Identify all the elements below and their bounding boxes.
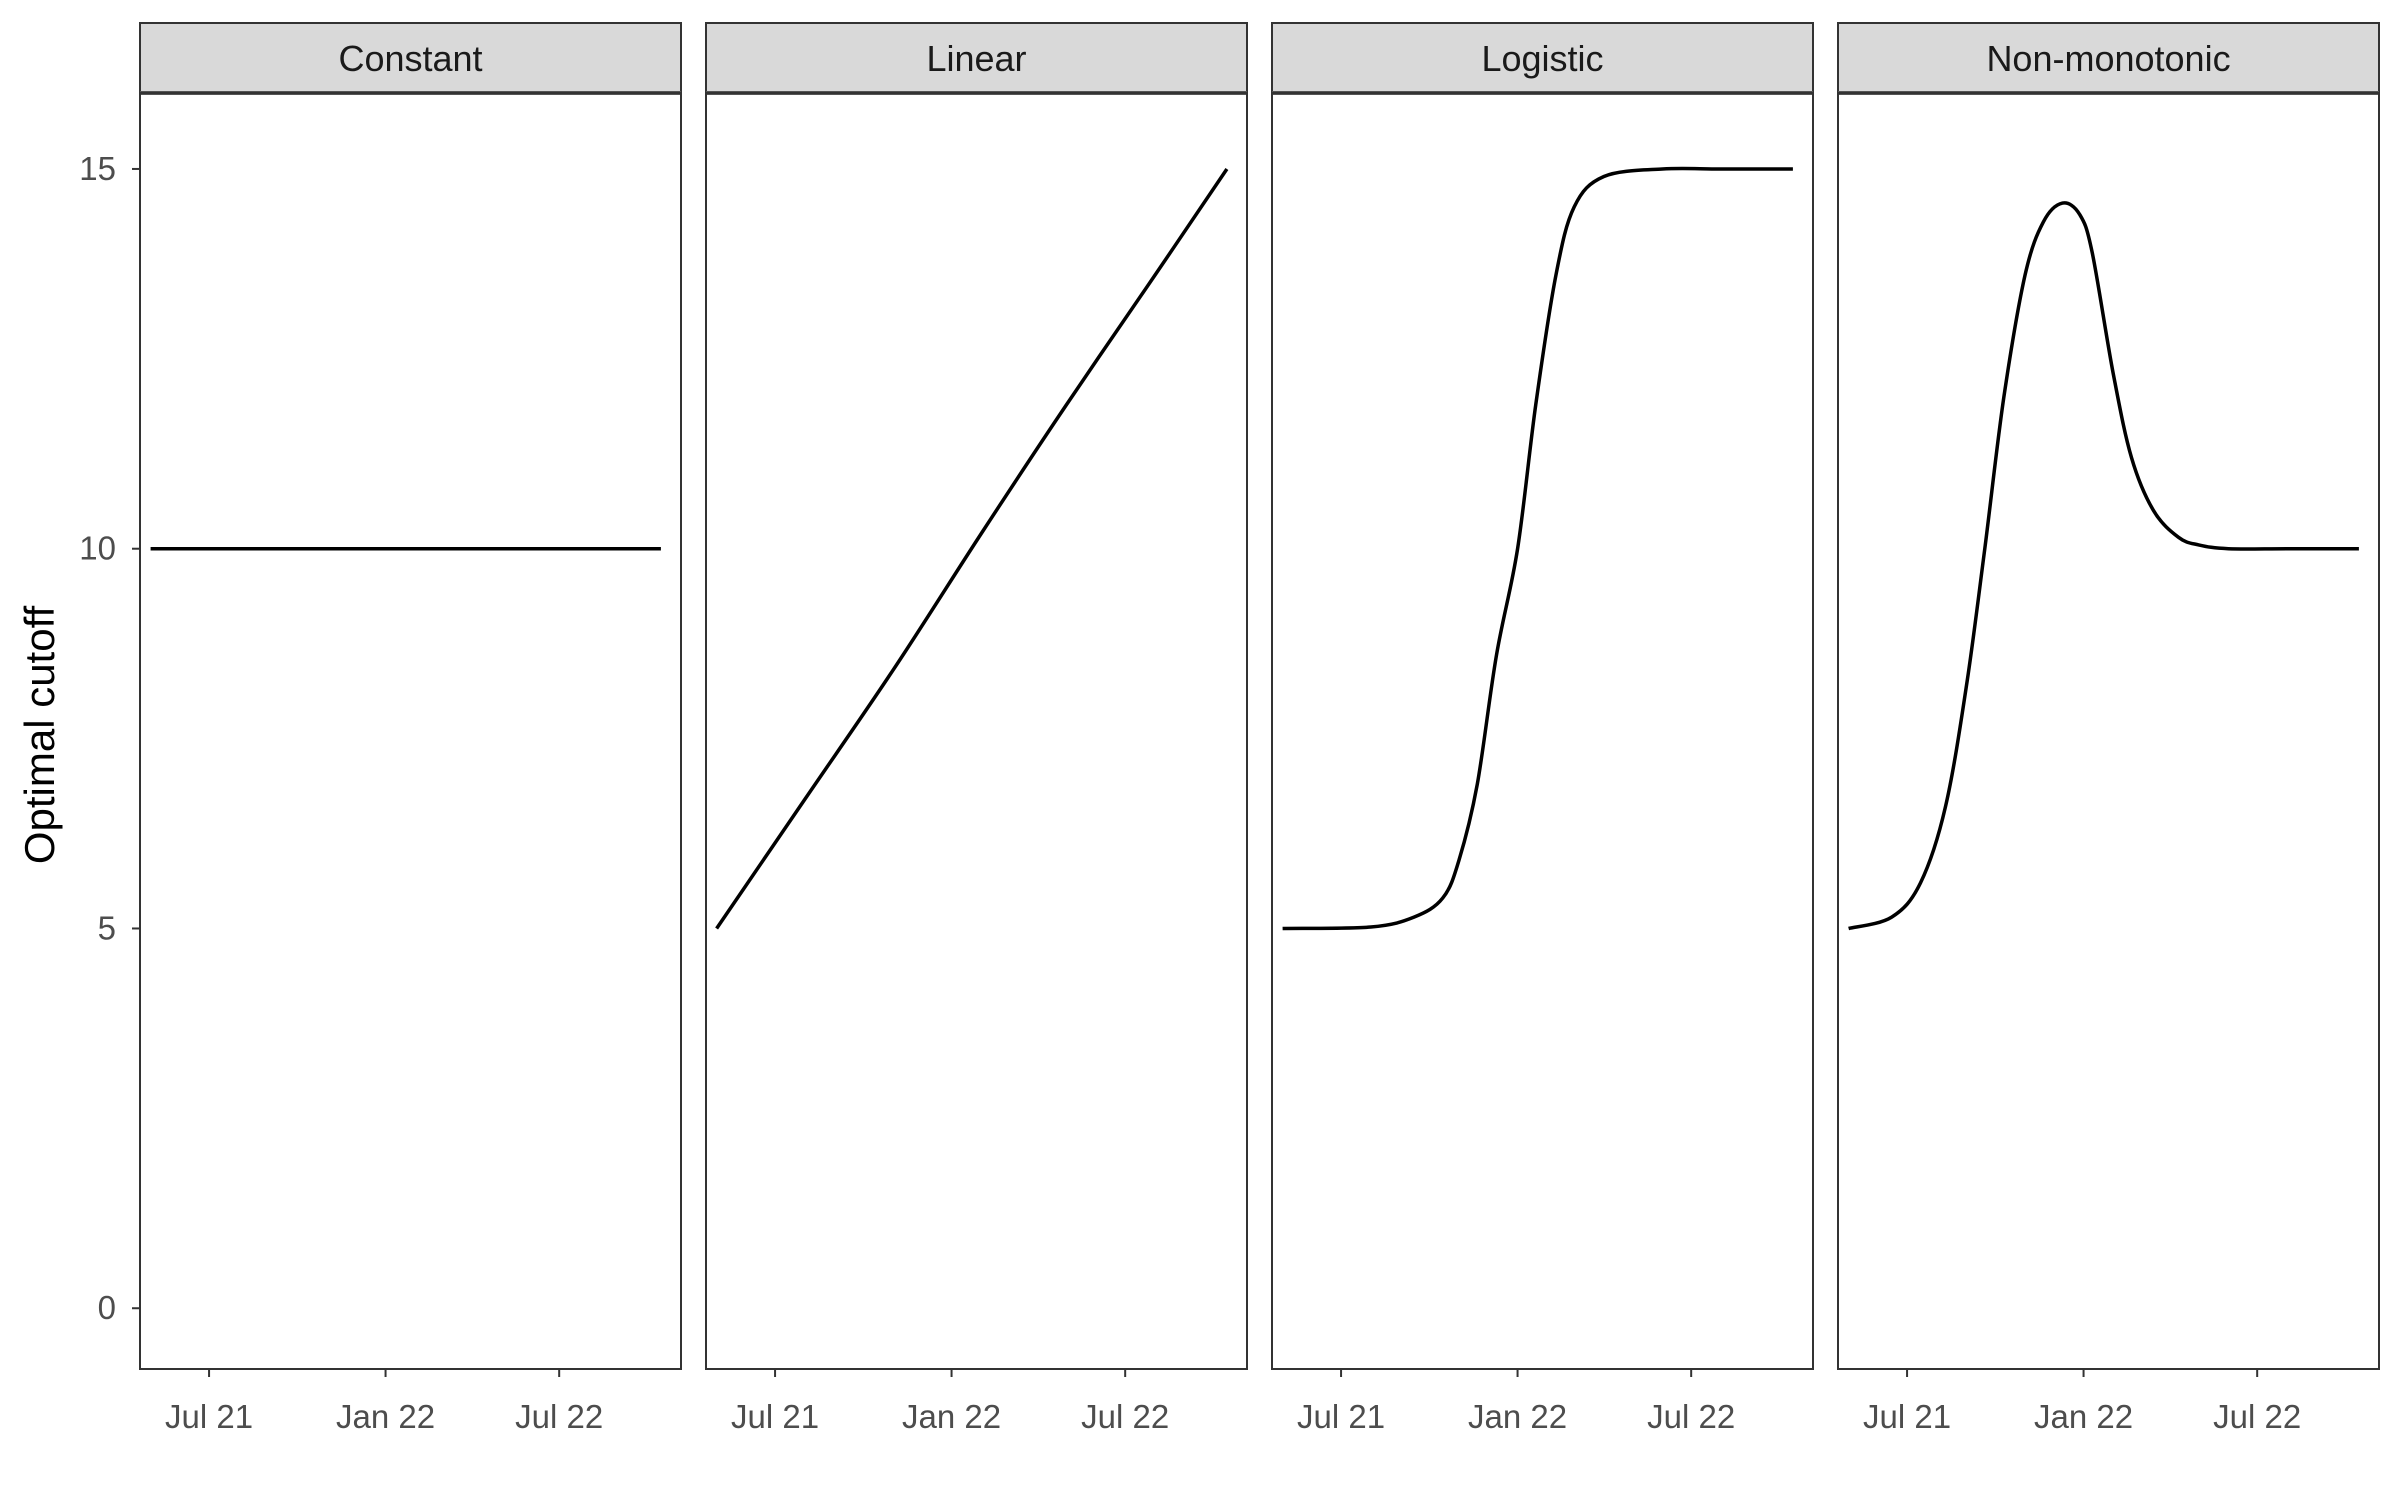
y-tick-label: 5	[98, 909, 116, 946]
facet-strip-label: Constant	[338, 38, 482, 79]
series-line	[715, 168, 1229, 930]
y-axis: 0 5 10 15	[79, 150, 140, 1326]
y-tick-label: 15	[79, 150, 116, 187]
facet-strip-label: Linear	[926, 38, 1026, 79]
facet-constant: Constant Jul 21 Jan 22 Jul 22	[139, 22, 682, 1435]
x-tick-label: Jul 21	[1863, 1398, 1951, 1435]
x-tick-label: Jan 22	[336, 1398, 435, 1435]
x-tick-label: Jul 21	[731, 1398, 819, 1435]
x-tick-label: Jan 22	[2034, 1398, 2133, 1435]
x-tick-label: Jul 22	[1081, 1398, 1169, 1435]
x-tick-label: Jul 21	[1297, 1398, 1385, 1435]
x-tick-label: Jan 22	[1468, 1398, 1567, 1435]
x-tick-label: Jul 22	[1647, 1398, 1735, 1435]
series-line	[1282, 166, 1793, 931]
facet-strip	[139, 22, 682, 94]
x-tick-label: Jul 22	[2213, 1398, 2301, 1435]
facet-linear: Linear Jul 21 Jan 22 Jul 22	[705, 22, 1248, 1435]
facet-strip-label: Non-monotonic	[1986, 38, 2230, 79]
facet-panel-border	[1837, 92, 2380, 1370]
facet-panel-border	[139, 92, 682, 1370]
facet-panel-border	[705, 92, 1248, 1370]
facet-non-monotonic: Non-monotonic Jul 21 Jan 22 Jul 22	[1837, 22, 2380, 1435]
x-tick-label: Jul 21	[165, 1398, 253, 1435]
y-tick-label: 10	[79, 530, 116, 567]
facet-panels: Constant Jul 21 Jan 22 Jul 22 Linear Jul 21 Ja…	[139, 22, 2380, 1435]
x-tick-label: Jan 22	[902, 1398, 1001, 1435]
y-axis-title: Optimal cutoff	[16, 606, 63, 865]
facet-strip	[1271, 22, 1814, 94]
facet-logistic: Logistic Jul 21 Jan 22 Jul 22	[1271, 22, 1814, 1435]
y-tick-label: 0	[98, 1289, 116, 1326]
series-line	[1848, 201, 2359, 931]
facet-strip-label: Logistic	[1481, 38, 1603, 79]
facet-panel-border	[1271, 92, 1814, 1370]
facet-strip	[1837, 22, 2380, 94]
x-tick-label: Jul 22	[515, 1398, 603, 1435]
